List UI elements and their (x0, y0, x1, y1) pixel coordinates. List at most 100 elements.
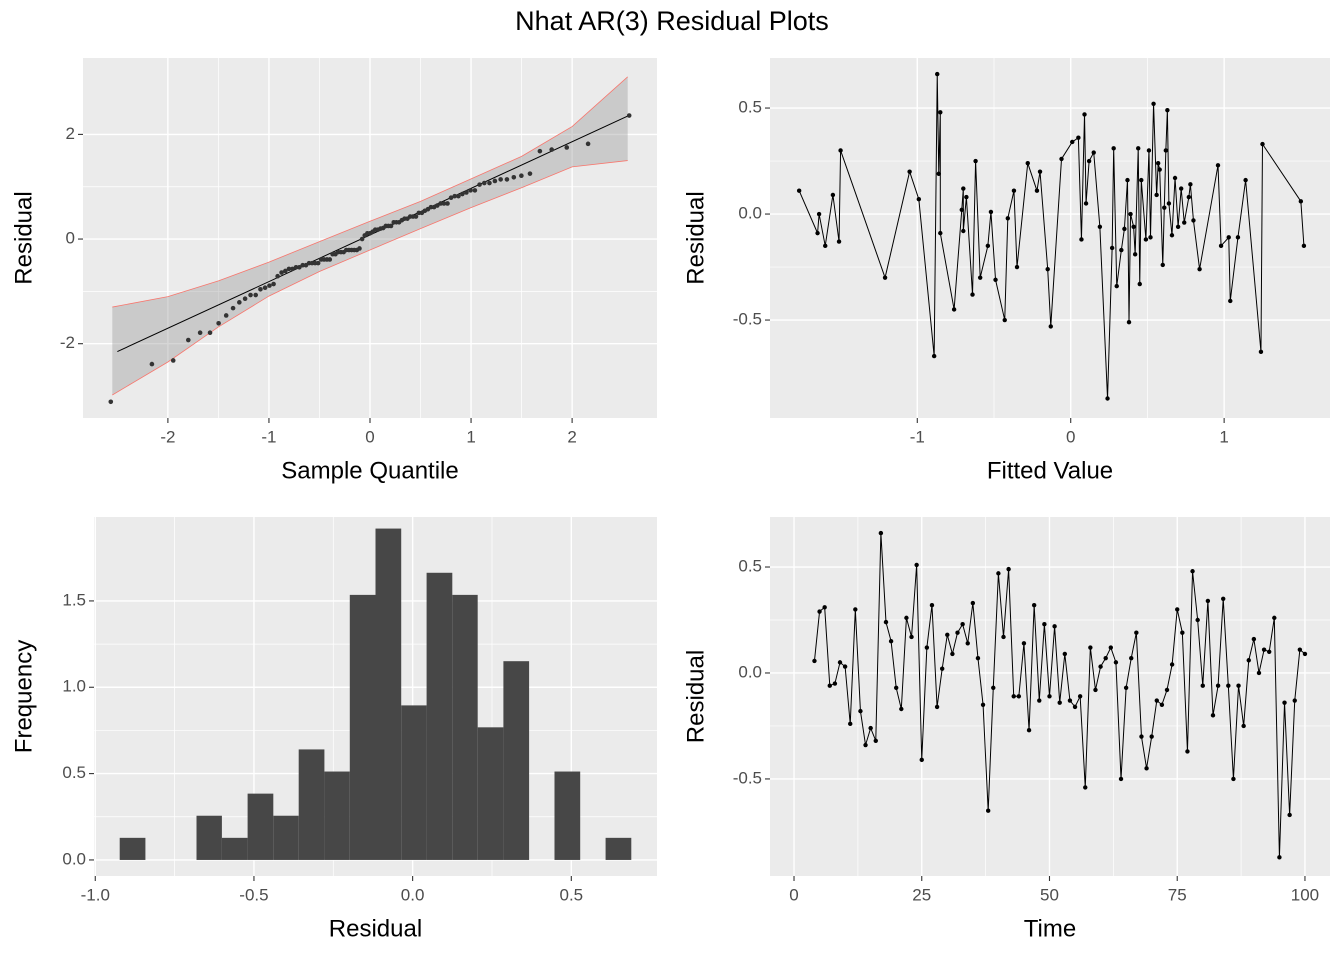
residual-point (964, 194, 969, 200)
x-axis-title: Sample Quantile (281, 457, 458, 484)
x-tick-label: 1 (1219, 427, 1228, 446)
qq-point (472, 188, 478, 193)
residual-point (1297, 647, 1303, 652)
residual-point (1086, 158, 1092, 164)
residual-point (939, 666, 945, 671)
qq-point (537, 148, 543, 154)
residual-point (1132, 252, 1138, 257)
residual-point (837, 660, 843, 665)
residual-point (909, 634, 914, 640)
residual-point (1169, 662, 1175, 667)
residual-point (1042, 622, 1047, 627)
residual-point (1144, 766, 1149, 771)
qq-point (441, 201, 447, 206)
residual-point (1200, 683, 1205, 688)
residual-point (1011, 694, 1016, 699)
residual-point (1139, 734, 1144, 739)
residual-point (1137, 281, 1142, 287)
residual-point (1083, 785, 1088, 790)
histogram-bar (298, 749, 325, 860)
qq-point (357, 246, 362, 251)
x-tick-label: -2 (160, 427, 175, 446)
x-axis-title: Residual (329, 915, 422, 942)
residual-point (1185, 749, 1190, 754)
residual-point (914, 562, 919, 568)
residual-point (1143, 237, 1149, 242)
residual-point (1195, 617, 1200, 623)
qq-point (237, 300, 242, 305)
x-axis-title: Fitted Value (987, 457, 1113, 484)
residual-point (996, 571, 1001, 576)
residual-point (961, 186, 966, 191)
qq-point (492, 178, 498, 184)
residual-point (883, 619, 889, 625)
residual-point (924, 645, 930, 650)
qq-point (290, 266, 295, 272)
residual-point (873, 738, 878, 743)
residual-point (1088, 645, 1093, 650)
qq-point (359, 236, 365, 242)
histogram-bar (247, 793, 274, 860)
qq-point (435, 203, 440, 208)
histogram-bar (401, 705, 427, 860)
residual-point (1097, 224, 1103, 229)
residual-point (1154, 192, 1159, 198)
qq-point (258, 286, 263, 292)
residual-point (1197, 266, 1202, 272)
residual-point (955, 630, 960, 635)
residual-point (931, 353, 937, 359)
residual-point (868, 725, 873, 731)
residual-point (1180, 630, 1185, 635)
y-axis-title: Residual (682, 650, 709, 743)
residual-point (929, 602, 935, 608)
qq-point (504, 177, 510, 182)
residual-point (1210, 713, 1216, 718)
residual-point (863, 742, 868, 748)
residual-point (1070, 139, 1075, 145)
residual-point (1134, 630, 1139, 635)
qq-point (585, 141, 591, 147)
residual-point (970, 600, 976, 606)
residual-point (1157, 167, 1162, 172)
residual-point (1166, 201, 1172, 206)
residual-point (1011, 188, 1017, 193)
residual-point (1122, 226, 1127, 232)
qq-point (477, 182, 482, 187)
histogram-bar (375, 528, 402, 860)
histogram-bar (452, 594, 478, 860)
residual-point (823, 243, 828, 249)
qq-point (223, 313, 229, 318)
residual-point (1052, 624, 1057, 629)
qq-point (511, 175, 517, 180)
figure-title: Nhat AR(3) Residual Plots (515, 6, 829, 36)
residual-point (1302, 651, 1308, 657)
residual-point (950, 651, 955, 657)
y-tick-label: 0.5 (738, 556, 762, 575)
residual-point (827, 683, 832, 688)
x-tick-label: 25 (912, 885, 931, 904)
residual-point (936, 171, 941, 176)
residual-point (888, 638, 894, 644)
residual-point (817, 609, 822, 614)
residual-point (1149, 734, 1154, 739)
x-tick-label: 100 (1291, 885, 1319, 904)
x-axis-title: Time (1024, 915, 1076, 942)
residual-point (836, 239, 842, 244)
qq-point (262, 285, 268, 291)
y-tick-label: 0.0 (62, 849, 86, 868)
histogram-bar (426, 572, 453, 860)
residual-point (1169, 233, 1175, 238)
qq-point (186, 337, 191, 343)
qq-point (456, 193, 461, 199)
residual-point (1221, 596, 1226, 602)
y-axis-title: Residual (10, 191, 37, 284)
residual-point (960, 622, 965, 627)
x-tick-label: -1.0 (81, 885, 110, 904)
residual-point (1083, 201, 1089, 206)
residual-point (1076, 135, 1081, 140)
qq-point (197, 330, 203, 336)
residual-point (1105, 396, 1110, 401)
histogram-bar (273, 815, 299, 860)
residual-point (1243, 177, 1248, 183)
y-tick-label: 1.0 (62, 677, 86, 696)
